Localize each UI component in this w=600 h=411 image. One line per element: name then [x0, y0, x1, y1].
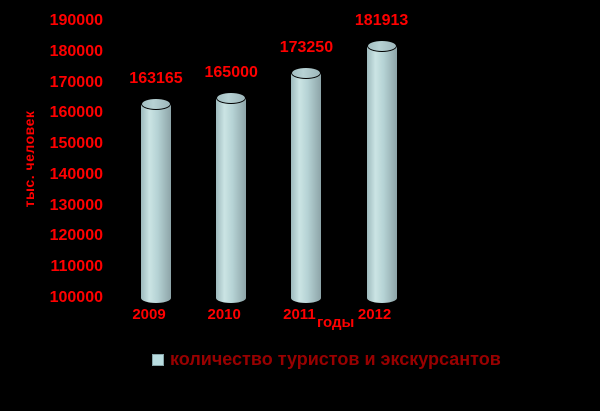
bar-cylinder-top — [216, 91, 247, 104]
y-tick-label: 170000 — [49, 73, 103, 91]
x-tick-label: 2012 — [357, 306, 392, 323]
legend-swatch — [152, 354, 164, 366]
bar-cylinder-bottom — [216, 293, 247, 303]
bar-cylinder-bottom — [291, 293, 322, 303]
x-tick-label: 2011 — [283, 306, 316, 323]
y-tick-label: 130000 — [49, 196, 103, 214]
bar-cylinder — [216, 97, 247, 298]
y-tick-label: 140000 — [49, 165, 103, 183]
bar-cylinder-top — [366, 39, 397, 52]
y-tick-label: 180000 — [49, 42, 103, 60]
y-tick-label: 190000 — [49, 12, 103, 29]
bar-cylinder-top — [291, 66, 322, 79]
x-tick-label: 2009 — [132, 306, 166, 323]
y-tick-label: 100000 — [49, 289, 103, 306]
bar-data-label: 173250 — [279, 38, 334, 56]
y-tick-label: 150000 — [49, 135, 103, 153]
bar-cylinder-bottom — [141, 293, 171, 303]
bar-cylinder-top — [141, 97, 171, 110]
x-tick-label: 2010 — [207, 306, 241, 323]
legend-label: количество туристов и экскурсантов — [170, 349, 501, 369]
y-axis-title: тыс. человек — [21, 110, 37, 208]
y-tick-label: 160000 — [49, 104, 103, 122]
bar-data-label: 165000 — [204, 63, 258, 81]
bar-data-label: 163165 — [129, 69, 183, 87]
bar-cylinder-bottom — [366, 293, 397, 303]
y-tick-label: 120000 — [49, 227, 103, 245]
bar-cylinder — [366, 45, 397, 298]
bar-data-label: 181913 — [354, 11, 409, 29]
bar-cylinder — [291, 72, 322, 298]
bar-cylinder — [141, 103, 171, 298]
y-tick-label: 110000 — [50, 258, 103, 276]
x-axis-title: годы — [317, 314, 355, 331]
